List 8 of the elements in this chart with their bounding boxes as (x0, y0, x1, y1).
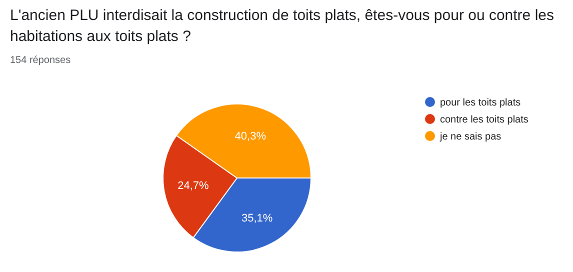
text: 154 réponses (10, 55, 71, 66)
chart-title: L'ancien PLU interdisait la construction de toits plats, êtes-vous pour ou contre les habitations aux toits plats ? (10, 7, 554, 45)
data-label: 40,3% (234, 130, 266, 143)
legend-label: pour les toits plats (440, 98, 521, 108)
data-label: 35,1% (241, 212, 273, 224)
data-label: 24,7% (178, 180, 209, 192)
legend-label: je ne sais pas (439, 132, 502, 142)
legend-label: contre les toits plats (440, 114, 528, 126)
